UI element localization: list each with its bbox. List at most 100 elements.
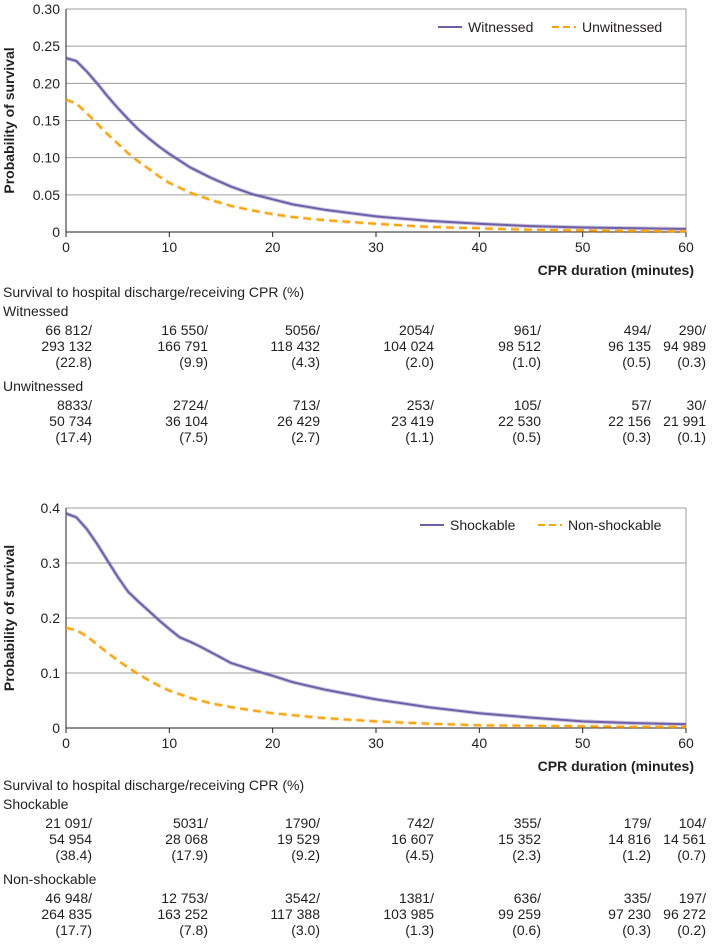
cell-percent: (4.5)	[405, 847, 434, 863]
table-bottom-cell: 636/99 259 (0.6)	[498, 890, 541, 938]
chart-bottom-legend-label-shockable: Shockable	[450, 517, 516, 533]
cell-percent: (0.6)	[512, 922, 541, 938]
cell-percent: (1.1)	[405, 429, 434, 445]
chart-top-xtick-label: 60	[678, 239, 694, 255]
chart-top-xtick-label: 50	[575, 239, 591, 255]
cell-total: 15 352	[498, 831, 541, 847]
cell-events: 12 753/	[161, 890, 208, 906]
table-bottom-cell: 1790/19 529 (9.2)	[277, 815, 320, 863]
table-bottom-cell: 742/16 607 (4.5)	[391, 815, 434, 863]
cell-percent: (0.3)	[622, 922, 651, 938]
cell-events: 57/	[631, 397, 651, 413]
cell-total: 96 135	[608, 338, 651, 354]
chart-witnessed-svg: 0 0.05 0.10 0.15 0.20 0.25 0.30 0 10 20 30 40 50 60 Pr…	[1, 1, 694, 278]
cell-total: 54 954	[49, 831, 92, 847]
table-bottom-cell: 104/14 561 (0.7)	[663, 815, 706, 863]
cell-percent: (1.3)	[405, 922, 434, 938]
cell-percent: (0.5)	[512, 429, 541, 445]
cell-total: 94 989	[663, 338, 706, 354]
chart-top-ylabel: Probability of survival	[1, 47, 17, 193]
chart-bottom-ytick-label: 0.1	[41, 665, 61, 681]
cell-events: 66 812/	[45, 322, 92, 338]
chart-bottom-ytick-label: 0.4	[41, 500, 61, 516]
cell-percent: (7.8)	[179, 922, 208, 938]
cell-percent: (0.2)	[677, 922, 706, 938]
cell-total: 50 734	[49, 413, 92, 429]
cell-total: 28 068	[165, 831, 208, 847]
table-bottom-cell: 12 753/163 252 (7.8)	[157, 890, 208, 938]
cell-percent: (38.4)	[55, 847, 92, 863]
table-top-cell: 494/96 135 (0.5)	[608, 322, 651, 370]
cell-total: 36 104	[165, 413, 208, 429]
cell-events: 494/	[623, 322, 651, 338]
chart-top-xtick-label: 30	[368, 239, 384, 255]
cell-percent: (4.3)	[291, 354, 320, 370]
cell-total: 103 985	[383, 906, 434, 922]
table-bottom-group-label: Non-shockable	[3, 871, 97, 887]
chart-top-legend-label-witnessed: Witnessed	[468, 19, 533, 35]
cell-events: 16 550/	[161, 322, 208, 338]
chart-bottom-series-non-shockable	[65, 626, 686, 728]
chart-bottom-ytick-label: 0.3	[41, 555, 61, 571]
table-top-cell: 2054/104 024 (2.0)	[383, 322, 434, 370]
chart-bottom-xtick-label: 10	[162, 735, 178, 751]
cell-events: 1381/	[398, 890, 434, 906]
chart-top-xtick-label: 0	[62, 239, 70, 255]
table-bottom-cell: 179/14 816 (1.2)	[608, 815, 651, 863]
cell-percent: (3.0)	[291, 922, 320, 938]
chart-top-ytick-label: 0.30	[33, 1, 60, 17]
cell-events: 355/	[513, 815, 541, 831]
cell-percent: (1.0)	[512, 354, 541, 370]
chart-top-ytick-label: 0.25	[33, 38, 60, 54]
cell-events: 1790/	[284, 815, 320, 831]
cell-percent: (22.8)	[55, 354, 92, 370]
cell-total: 16 607	[391, 831, 434, 847]
cell-events: 30/	[686, 397, 706, 413]
cell-percent: (9.9)	[179, 354, 208, 370]
chart-top-ytick-label: 0.15	[33, 113, 60, 129]
cell-percent: (0.7)	[677, 847, 706, 863]
cell-total: 98 512	[498, 338, 541, 354]
table-top-cell: 8833/50 734 (17.4)	[49, 397, 92, 445]
cell-events: 21 091/	[45, 815, 92, 831]
cell-total: 96 272	[663, 906, 706, 922]
cell-events: 742/	[406, 815, 434, 831]
table-top-title: Survival to hospital discharge/receiving…	[3, 284, 305, 300]
cell-events: 46 948/	[45, 890, 92, 906]
table-top-cell: 290/94 989 (0.3)	[663, 322, 706, 370]
cell-events: 290/	[678, 322, 706, 338]
cell-total: 23 419	[391, 413, 434, 429]
table-top-cell: 253/23 419 (1.1)	[391, 397, 434, 445]
table-bottom-group-label: Shockable	[3, 796, 69, 812]
cell-total: 26 429	[277, 413, 320, 429]
cell-total: 293 132	[41, 338, 92, 354]
chart-top-ytick-label: 0.20	[33, 75, 60, 91]
chart-bottom-xtick-label: 40	[472, 735, 488, 751]
cell-events: 2054/	[398, 322, 434, 338]
cell-percent: (2.3)	[512, 847, 541, 863]
cell-total: 166 791	[157, 338, 208, 354]
chart-top-series-band-unwitnessed	[65, 97, 687, 234]
chart-bottom-ylabel: Probability of survival	[1, 545, 17, 691]
chart-shockable: 0 0.1 0.2 0.3 0.4 0 10 20 30 40 50 60 Probability of…	[0, 490, 712, 780]
chart-bottom-xtick-label: 20	[265, 735, 281, 751]
chart-bottom-xtick-label: 30	[368, 735, 384, 751]
cell-events: 5031/	[172, 815, 208, 831]
cell-events: 197/	[678, 890, 706, 906]
table-top-cell: 713/26 429 (2.7)	[277, 397, 320, 445]
table-top-cell: 105/22 530 (0.5)	[498, 397, 541, 445]
table-top-cell: 5056/118 432 (4.3)	[270, 322, 320, 370]
cell-events: 104/	[678, 815, 706, 831]
chart-shockable-svg: 0 0.1 0.2 0.3 0.4 0 10 20 30 40 50 60 Probability of…	[1, 500, 694, 774]
cell-events: 8833/	[56, 397, 92, 413]
cell-total: 99 259	[498, 906, 541, 922]
table-top-cell: 57/22 156 (0.3)	[608, 397, 651, 445]
chart-top-xtick-label: 10	[162, 239, 178, 255]
cell-percent: (0.3)	[677, 354, 706, 370]
cell-percent: (0.3)	[622, 429, 651, 445]
table-top-cell: 30/21 991 (0.1)	[663, 397, 706, 445]
cell-total: 14 561	[663, 831, 706, 847]
table-bottom-cell: 5031/28 068 (17.9)	[165, 815, 208, 863]
table-top-cell: 16 550/166 791 (9.9)	[157, 322, 208, 370]
cell-events: 636/	[513, 890, 541, 906]
